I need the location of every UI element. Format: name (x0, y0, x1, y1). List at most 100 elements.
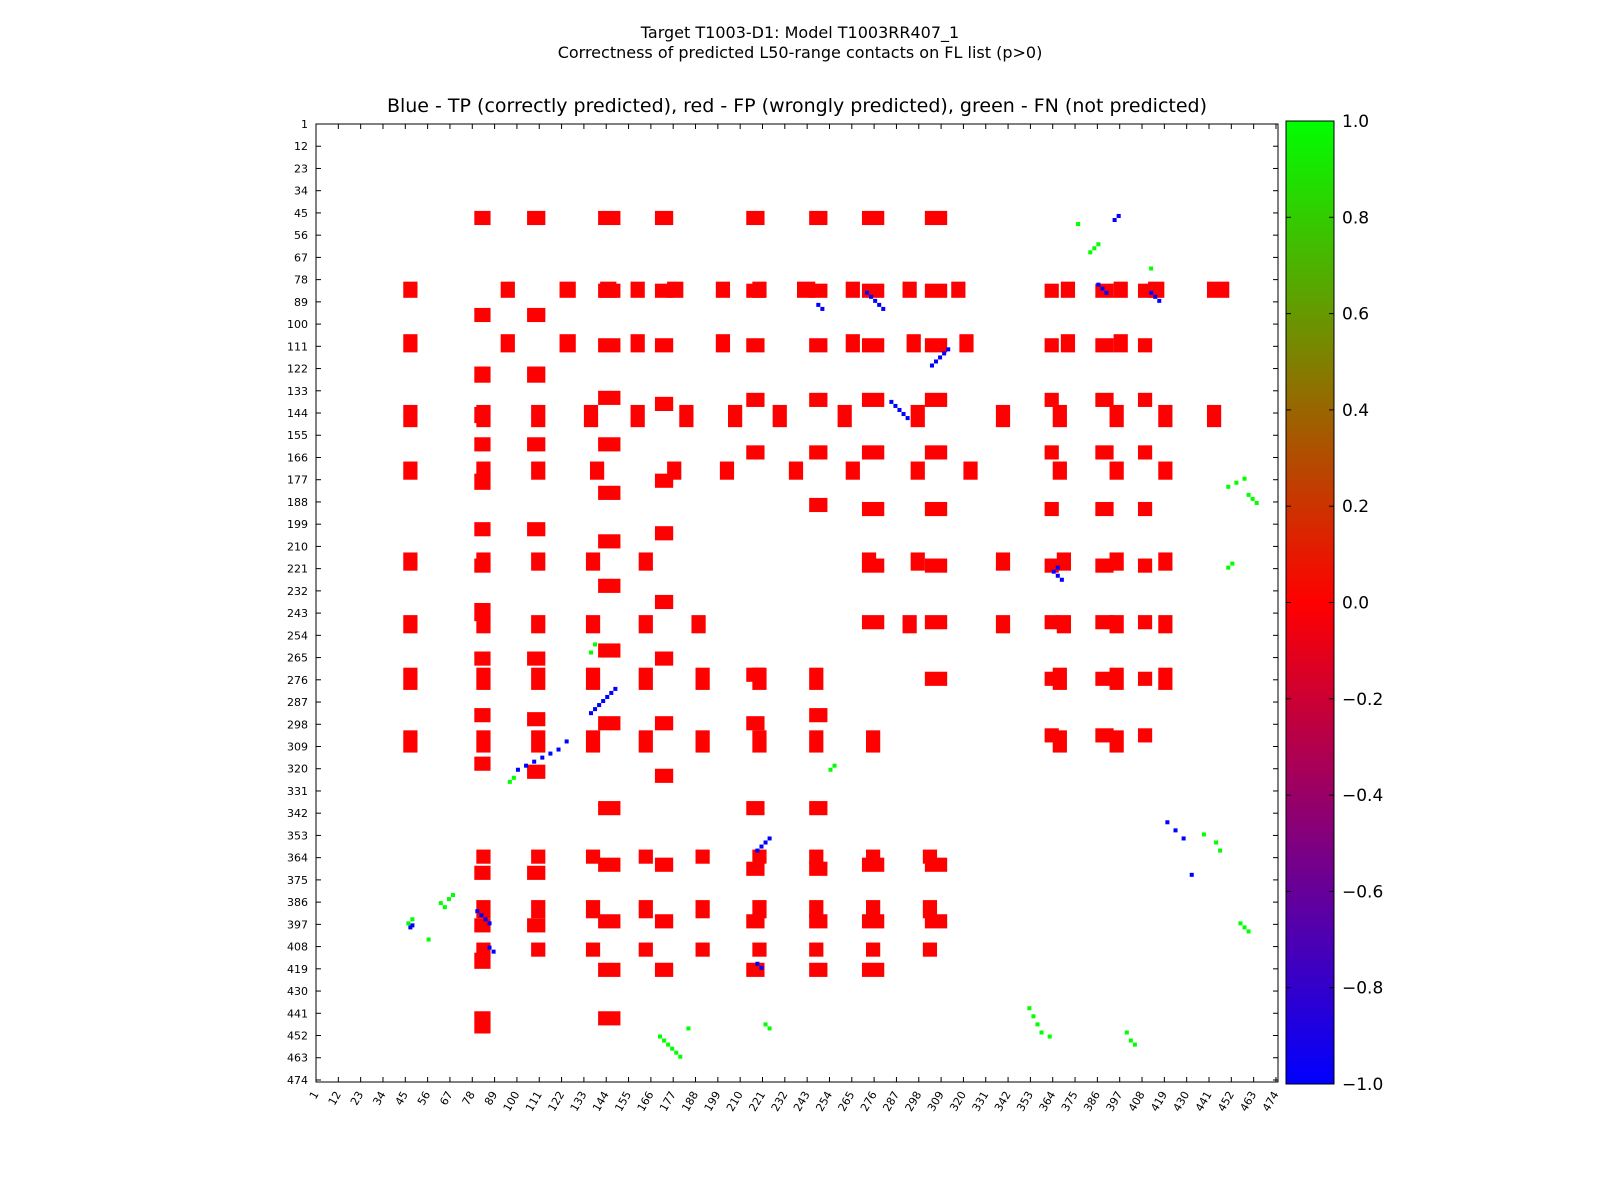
fp-block-mirror (476, 615, 491, 634)
fp-block (1095, 392, 1114, 407)
x-tick-label: 122 (545, 1089, 567, 1114)
fp-block (924, 615, 948, 630)
tp-cell (929, 363, 934, 368)
fp-block (861, 615, 885, 630)
fp-block (746, 962, 765, 977)
fp-block (809, 445, 828, 460)
y-tick-label: 441 (287, 1007, 308, 1020)
fn-cell (588, 650, 594, 655)
fp-block-mirror (403, 461, 418, 480)
colorbar-tick-label: 0.6 (1342, 305, 1369, 325)
fp-block (527, 522, 546, 537)
tp-cell (593, 707, 598, 712)
x-tick-label: 1 (307, 1089, 322, 1102)
fp-block (474, 756, 491, 771)
fp-block-mirror (902, 615, 917, 634)
colorbar-axis: 1.0 0.8 0.6 0.4 0.2 0.0 −0.2 −0.4 −0.6 −0.8 −1.0 (1286, 112, 1383, 1095)
fp-block-mirror (667, 461, 682, 480)
y-tick-label: 34 (294, 185, 308, 198)
fp-block (746, 283, 765, 298)
y-tick-label: 67 (294, 251, 308, 264)
tp-cell (487, 921, 492, 926)
y-tick-label: 397 (287, 918, 308, 931)
tp-cell (532, 759, 537, 764)
fp-block-mirror (403, 730, 418, 753)
y-tick-label: 199 (287, 518, 308, 531)
fp-block-mirror (585, 730, 601, 753)
y-tick-label: 452 (287, 1030, 308, 1043)
fp-block-mirror (403, 615, 418, 634)
fp-block-mirror (638, 552, 653, 571)
tp-cell (889, 399, 894, 404)
fp-block-mirror (589, 461, 605, 480)
fp-block (809, 338, 828, 353)
fp-block (474, 522, 491, 537)
colorbar-tick-label: 0.4 (1342, 401, 1369, 421)
fp-block (1095, 338, 1114, 353)
tp-cell (408, 925, 413, 930)
fn-cell (1246, 492, 1251, 497)
fp-block-mirror (695, 849, 710, 864)
fn-cell (1242, 476, 1247, 481)
fp-block-mirror (752, 900, 767, 919)
fp-block-mirror (1158, 552, 1173, 571)
x-tick-label: 221 (746, 1089, 768, 1114)
fp-block (598, 485, 621, 500)
y-tick-label: 408 (287, 941, 308, 954)
fn-cell (1092, 246, 1097, 251)
fp-block (474, 437, 491, 452)
tp-cell (479, 913, 484, 918)
plot-frame (315, 123, 1279, 1083)
fp-block (598, 643, 621, 658)
fp-block-mirror (638, 615, 653, 634)
fp-block (1044, 338, 1059, 353)
x-tick-label: 166 (635, 1089, 657, 1114)
fp-block (809, 497, 828, 513)
y-tick-label: 243 (287, 607, 308, 620)
y-tick-label: 111 (287, 340, 308, 353)
fp-block-mirror (1158, 404, 1173, 428)
x-tick-label: 287 (880, 1089, 902, 1114)
x-tick-label: 276 (858, 1089, 880, 1114)
series-fn (406, 222, 1259, 1059)
fp-block (1137, 671, 1153, 686)
fn-cell (1031, 1014, 1036, 1019)
fp-block-mirror (476, 900, 491, 919)
fp-block (924, 671, 948, 686)
fp-block (1137, 501, 1153, 517)
fp-block (598, 962, 621, 977)
fp-block-mirror (752, 730, 767, 753)
fp-block (527, 307, 546, 323)
fp-block-mirror (951, 281, 966, 298)
y-tick-label: 177 (287, 474, 308, 487)
fp-block-mirror (995, 552, 1011, 571)
fn-cell (1214, 840, 1219, 845)
fp-block-mirror (679, 404, 694, 428)
y-tick-label: 188 (287, 496, 308, 509)
fp-block (1044, 728, 1059, 743)
fp-block (1137, 283, 1153, 298)
fp-block (746, 861, 765, 876)
fp-block-mirror (585, 849, 601, 864)
x-tick-label: 188 (679, 1089, 701, 1114)
x-tick-label: 474 (1260, 1089, 1282, 1114)
x-tick-label: 309 (925, 1089, 947, 1114)
fp-block-mirror (500, 334, 515, 353)
y-tick-label: 89 (294, 296, 308, 309)
fp-block (1095, 445, 1114, 460)
fn-cell (1230, 561, 1235, 566)
fp-block-mirror (1060, 334, 1076, 353)
tp-cell (865, 290, 870, 295)
tp-cell (755, 961, 760, 966)
fp-block-mirror (959, 334, 974, 353)
y-tick-label: 254 (287, 629, 308, 642)
fp-block-mirror (1109, 404, 1124, 428)
fp-block-mirror (531, 942, 546, 957)
fn-cell (1088, 250, 1093, 255)
tp-cell (609, 690, 614, 695)
x-tick-label: 265 (836, 1089, 858, 1114)
fp-block-mirror (630, 334, 645, 353)
fp-block-mirror (845, 461, 860, 480)
fp-block-mirror (531, 849, 546, 864)
